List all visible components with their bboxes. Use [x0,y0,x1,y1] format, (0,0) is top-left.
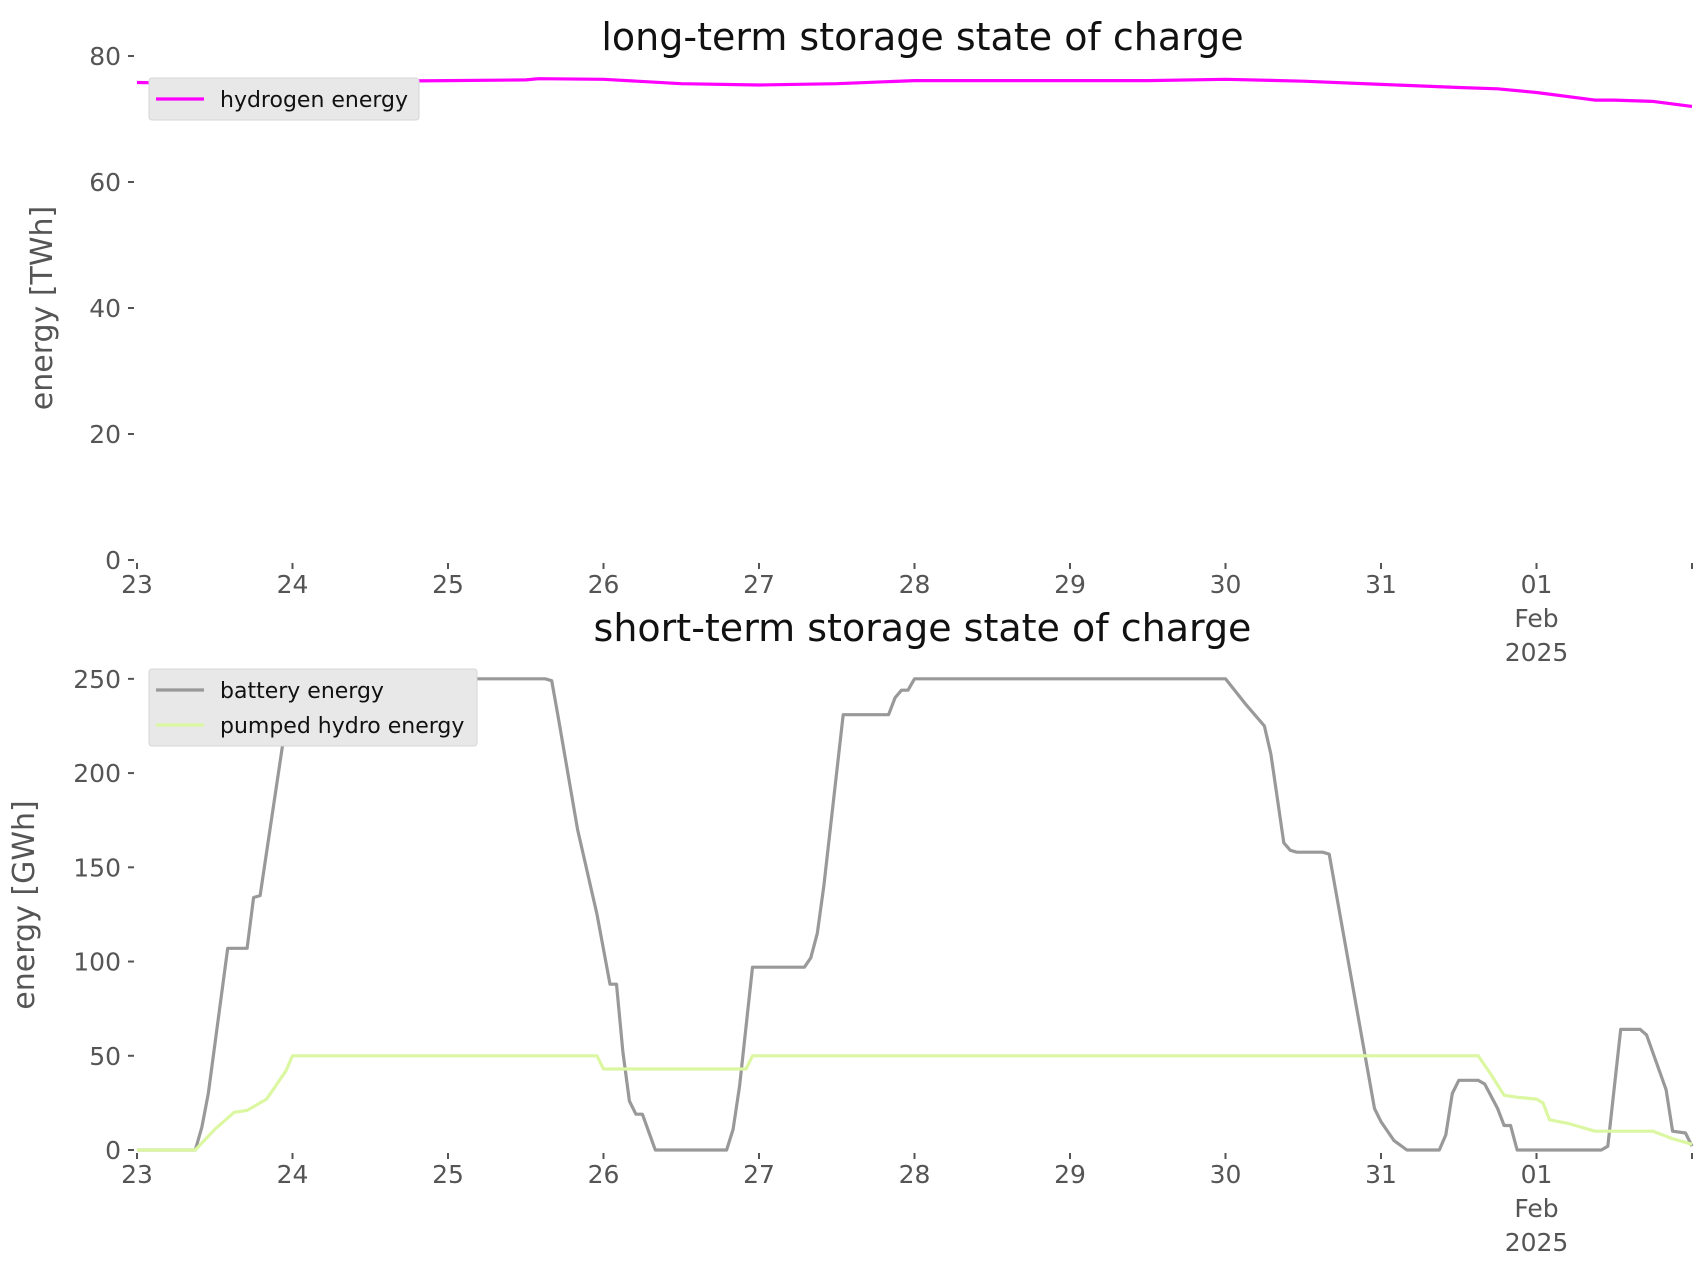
x-tick-label: 26 [588,570,620,599]
legend-label: battery energy [220,679,384,704]
x-tick-label: 2025 [1505,1228,1569,1257]
x-tick-label: 27 [743,570,775,599]
x-tick-label: 25 [432,570,464,599]
legend: hydrogen energy [148,77,420,121]
x-tick-label: 25 [432,1160,464,1189]
legend: battery energy pumped hydro energy [148,668,478,747]
y-tick-label: 200 [73,759,121,788]
x-tick-label: 29 [1054,570,1086,599]
series-line-pumped-hydro-energy [137,1054,1693,1152]
x-tick-label: 27 [743,1160,775,1189]
legend-box [148,668,478,747]
x-tick-label: 31 [1365,1160,1397,1189]
x-tick-label: 23 [121,570,153,599]
y-tick-label: 0 [105,546,121,575]
series-line-battery-energy [137,677,1694,1152]
y-axis-label: energy [TWh] [25,206,60,410]
y-tick-label: 250 [73,665,121,694]
y-tick-label: 100 [73,948,121,977]
short-term-storage-panel: short-term storage state of charge energy… [7,606,1694,1257]
x-tick-label: 28 [899,1160,931,1189]
x-tick-label: 31 [1365,570,1397,599]
y-tick-label: 50 [89,1042,121,1071]
x-tick-label: 29 [1054,1160,1086,1189]
legend-label: pumped hydro energy [220,714,464,739]
x-tick-label: Feb [1514,1194,1558,1223]
x-tick-label: 30 [1210,570,1242,599]
x-tick-label: 24 [277,1160,309,1189]
y-tick-label: 150 [73,853,121,882]
y-tick-label: 80 [89,42,121,71]
long-term-storage-panel: long-term storage state of charge energy … [25,15,1693,667]
x-tick-label: 26 [588,1160,620,1189]
x-tick-label: 01 [1521,1160,1553,1189]
x-tick-label: 24 [277,570,309,599]
legend-label: hydrogen energy [220,88,408,113]
y-tick-label: 20 [89,420,121,449]
x-tick-label: Feb [1514,604,1558,633]
legend-box [148,77,420,121]
chart-title: long-term storage state of charge [601,15,1243,59]
x-tick-label: 01 [1521,570,1553,599]
chart-title: short-term storage state of charge [594,606,1252,650]
y-axis-label: energy [GWh] [7,800,42,1009]
y-tick-label: 0 [105,1136,121,1165]
series-line-hydrogen-energy [136,77,1693,108]
x-tick-label: 23 [121,1160,153,1189]
x-tick-label: 30 [1210,1160,1242,1189]
y-tick-label: 40 [89,294,121,323]
y-tick-label: 60 [89,168,121,197]
x-tick-label: 28 [899,570,931,599]
x-tick-label: 2025 [1505,638,1569,667]
